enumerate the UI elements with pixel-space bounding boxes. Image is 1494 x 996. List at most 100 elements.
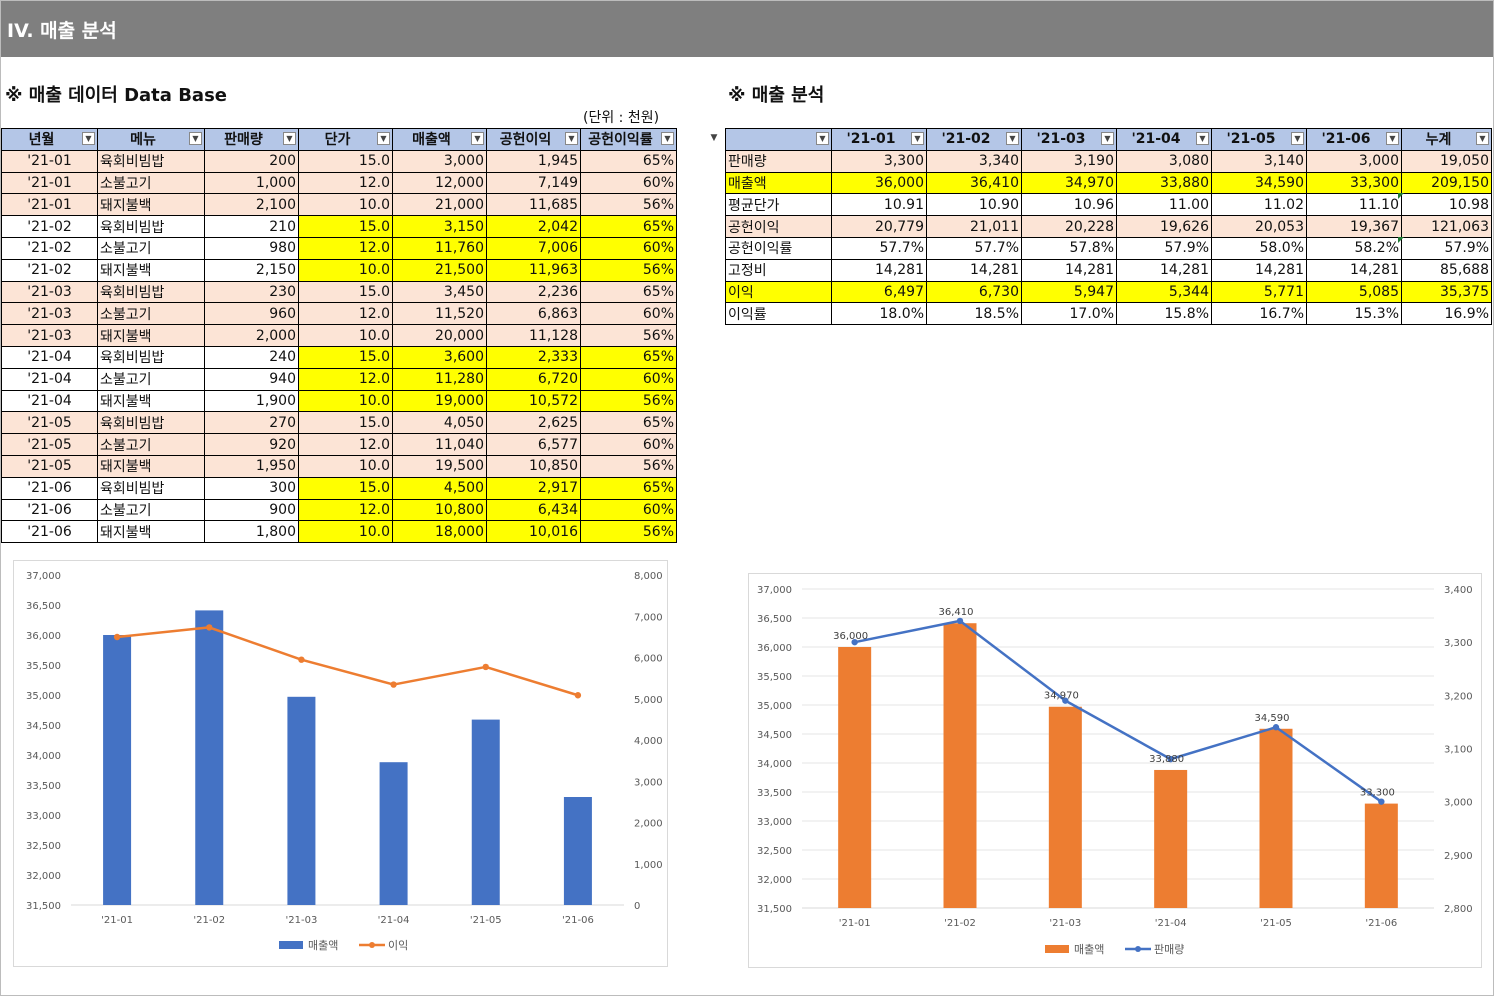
table-cell[interactable]: 57.9% [1116, 236, 1212, 260]
table-cell[interactable]: 돼지불백 [97, 258, 205, 282]
table-cell[interactable]: '21-03 [1, 280, 98, 304]
filter-dropdown-icon[interactable]: ▼ [283, 132, 296, 145]
table-cell[interactable]: 2,042 [486, 215, 581, 238]
table-cell[interactable]: 12.0 [298, 236, 393, 260]
table-cell[interactable]: 3,000 [1306, 149, 1402, 173]
table-cell[interactable]: 소불고기 [97, 302, 205, 326]
table-cell[interactable]: 10.96 [1021, 193, 1117, 217]
table-cell[interactable]: 21,500 [392, 258, 487, 282]
table-cell[interactable]: 11.02 [1211, 193, 1307, 217]
table-cell[interactable]: 19,626 [1116, 215, 1212, 238]
table-cell[interactable]: 21,011 [926, 215, 1022, 238]
table-cell[interactable]: 10.0 [298, 520, 393, 544]
filter-dropdown-icon[interactable]: ▼ [1006, 132, 1019, 145]
table-cell[interactable]: 11.10 [1306, 193, 1402, 217]
table-cell[interactable]: 5,771 [1211, 280, 1307, 304]
table-cell[interactable]: 2,625 [486, 411, 581, 435]
table-cell[interactable]: 270 [204, 411, 299, 435]
filter-dropdown-icon[interactable]: ▼ [189, 132, 202, 145]
row-label[interactable]: 이익 [725, 280, 832, 304]
chart-sales-volume[interactable]: 31,500 32,000 32,500 33,000 33,500 34,000 34,5… [748, 573, 1482, 968]
table-cell[interactable]: 6,577 [486, 433, 581, 456]
filter-dropdown-icon[interactable]: ▼ [816, 132, 829, 145]
table-cell[interactable]: 3,600 [392, 345, 487, 369]
table-cell[interactable]: 65% [580, 280, 677, 304]
table-cell[interactable]: 19,500 [392, 454, 487, 478]
table-cell[interactable]: 940 [204, 367, 299, 391]
table-cell[interactable]: 11,128 [486, 324, 581, 347]
table-cell[interactable]: 10,016 [486, 520, 581, 544]
table-cell[interactable]: 돼지불백 [97, 520, 205, 544]
table-cell[interactable]: 121,063 [1401, 215, 1492, 238]
row-label[interactable]: 고정비 [725, 258, 832, 282]
column-header[interactable]: 공헌이익률 ▼ [580, 128, 677, 151]
column-header[interactable]: ▼ [725, 128, 832, 151]
table-cell[interactable]: 60% [580, 433, 677, 456]
table-cell[interactable]: 육회비빔밥 [97, 411, 205, 435]
table-cell[interactable]: 10,800 [392, 498, 487, 522]
table-cell[interactable]: 5,947 [1021, 280, 1117, 304]
table-cell[interactable]: '21-06 [1, 476, 98, 500]
table-cell[interactable]: 60% [580, 302, 677, 326]
table-cell[interactable]: 34,970 [1021, 171, 1117, 195]
row-label[interactable]: 매출액 [725, 171, 832, 195]
table-cell[interactable]: 56% [580, 193, 677, 217]
table-cell[interactable]: 980 [204, 236, 299, 260]
table-cell[interactable]: 33,300 [1306, 171, 1402, 195]
table-cell[interactable]: 56% [580, 389, 677, 413]
table-cell[interactable]: 3,150 [392, 215, 487, 238]
table-cell[interactable]: 1,950 [204, 454, 299, 478]
table-cell[interactable]: 1,945 [486, 149, 581, 173]
table-cell[interactable]: 15.8% [1116, 302, 1212, 326]
table-cell[interactable]: 57.8% [1021, 236, 1117, 260]
table-cell[interactable]: 210 [204, 215, 299, 238]
table-cell[interactable]: 58.0% [1211, 236, 1307, 260]
table-cell[interactable]: 34,590 [1211, 171, 1307, 195]
table-cell[interactable]: 57.7% [926, 236, 1022, 260]
table-cell[interactable]: 19,000 [392, 389, 487, 413]
table-cell[interactable]: 10.90 [926, 193, 1022, 217]
table-cell[interactable]: 57.7% [831, 236, 927, 260]
table-cell[interactable]: '21-02 [1, 215, 98, 238]
table-cell[interactable]: 4,050 [392, 411, 487, 435]
table-cell[interactable]: 65% [580, 345, 677, 369]
column-header[interactable]: 공헌이익 ▼ [486, 128, 581, 151]
table-cell[interactable]: 소불고기 [97, 367, 205, 391]
column-header[interactable]: 판매량 ▼ [204, 128, 299, 151]
table-cell[interactable]: '21-06 [1, 498, 98, 522]
table-cell[interactable]: 35,375 [1401, 280, 1492, 304]
table-cell[interactable]: 16.9% [1401, 302, 1492, 326]
table-cell[interactable]: '21-04 [1, 345, 98, 369]
table-cell[interactable]: 18,000 [392, 520, 487, 544]
table-cell[interactable]: 2,917 [486, 476, 581, 500]
table-cell[interactable]: 5,344 [1116, 280, 1212, 304]
table-cell[interactable]: 돼지불백 [97, 193, 205, 217]
table-cell[interactable]: 6,720 [486, 367, 581, 391]
table-cell[interactable]: 20,053 [1211, 215, 1307, 238]
table-cell[interactable]: 18.0% [831, 302, 927, 326]
table-cell[interactable]: 60% [580, 236, 677, 260]
table-cell[interactable]: 3,140 [1211, 149, 1307, 173]
filter-dropdown-icon[interactable]: ▼ [1291, 132, 1304, 145]
filter-dropdown-icon[interactable]: ▼ [911, 132, 924, 145]
table-cell[interactable]: 14,281 [1116, 258, 1212, 282]
table-cell[interactable]: 12,000 [392, 171, 487, 195]
table-cell[interactable]: 15.0 [298, 280, 393, 304]
table-cell[interactable]: '21-06 [1, 520, 98, 544]
row-label[interactable]: 판매량 [725, 149, 832, 173]
table-cell[interactable]: '21-01 [1, 149, 98, 173]
column-header[interactable]: 매출액 ▼ [392, 128, 487, 151]
table-cell[interactable]: 2,100 [204, 193, 299, 217]
table-cell[interactable]: 10.0 [298, 324, 393, 347]
column-header[interactable]: '21-06 ▼ [1306, 128, 1402, 151]
table-cell[interactable]: 11,520 [392, 302, 487, 326]
table-cell[interactable]: 10.0 [298, 193, 393, 217]
table-cell[interactable]: 돼지불백 [97, 389, 205, 413]
table-cell[interactable]: 육회비빔밥 [97, 345, 205, 369]
table-cell[interactable]: 16.7% [1211, 302, 1307, 326]
table-cell[interactable]: 15.0 [298, 476, 393, 500]
table-cell[interactable]: 10.91 [831, 193, 927, 217]
row-label[interactable]: 평균단가 [725, 193, 832, 217]
table-cell[interactable]: 1,000 [204, 171, 299, 195]
table-cell[interactable]: 60% [580, 498, 677, 522]
